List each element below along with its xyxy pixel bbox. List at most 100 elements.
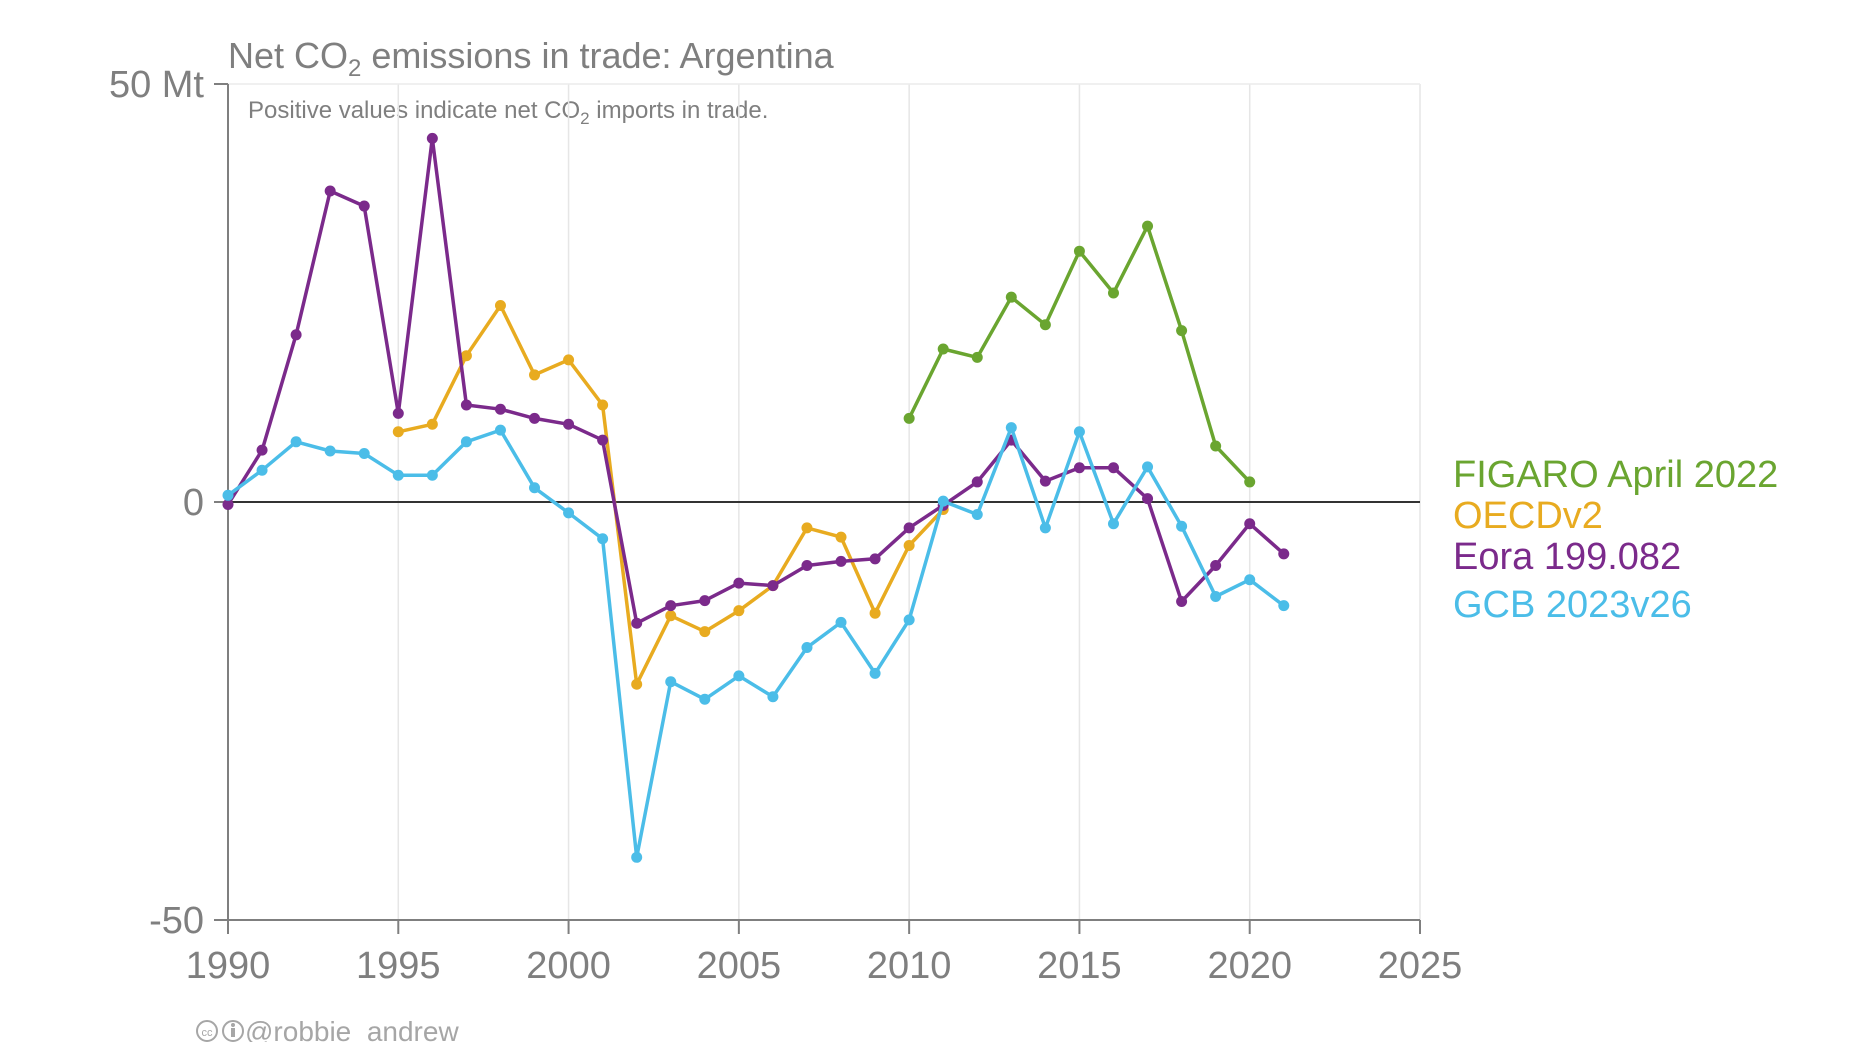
data-point <box>665 676 677 688</box>
data-point <box>426 132 438 144</box>
data-point <box>392 426 404 438</box>
attribution-icon <box>222 1020 244 1042</box>
data-point <box>767 580 779 592</box>
x-tick-label: 1995 <box>356 945 441 987</box>
chart-subtitle-main: Positive values indicate net CO <box>248 97 580 124</box>
chart-title-subscript: 2 <box>348 55 361 82</box>
data-point <box>494 403 506 415</box>
chart-title: Net CO2 emissions in trade: Argentina <box>228 35 835 82</box>
data-point <box>801 522 813 534</box>
svg-text:cc: cc <box>202 1027 214 1039</box>
data-point <box>699 595 711 607</box>
data-point <box>631 678 643 690</box>
data-point <box>1073 462 1085 474</box>
x-tick-label: 2005 <box>697 945 782 987</box>
series-3 <box>222 422 1290 863</box>
data-point <box>1176 595 1188 607</box>
data-point <box>903 614 915 626</box>
series-0 <box>903 220 1256 488</box>
x-tick-label: 1990 <box>186 945 271 987</box>
chart-subtitle-subscript: 2 <box>580 109 589 128</box>
data-point <box>460 436 472 448</box>
series-lines <box>222 132 1290 863</box>
data-point <box>1005 291 1017 303</box>
data-point <box>869 667 881 679</box>
data-point <box>256 464 268 476</box>
data-point <box>937 495 949 507</box>
data-point <box>494 424 506 436</box>
chart-subtitle: Positive values indicate net CO2 imports… <box>248 97 768 128</box>
data-point <box>733 605 745 617</box>
series-line <box>397 303 945 686</box>
data-point <box>1005 422 1017 434</box>
data-point <box>631 851 643 863</box>
data-point <box>324 445 336 457</box>
data-point <box>222 489 234 501</box>
data-point <box>699 693 711 705</box>
chart-subtitle-rest: imports in trade. <box>590 97 769 124</box>
data-point <box>597 533 609 545</box>
data-point <box>903 522 915 534</box>
x-tick-label: 2010 <box>867 945 952 987</box>
data-point <box>563 507 575 519</box>
data-point <box>1142 493 1154 505</box>
data-point <box>1039 319 1051 331</box>
data-point <box>1073 426 1085 438</box>
data-point <box>358 200 370 212</box>
data-point <box>903 539 915 551</box>
data-point <box>1176 520 1188 532</box>
data-point <box>426 469 438 481</box>
credit-text: @robbie_andrew <box>245 1016 459 1042</box>
data-point <box>971 509 983 521</box>
data-point <box>290 329 302 341</box>
data-point <box>869 607 881 619</box>
legend-entry: GCB 2023v26 <box>1453 584 1692 626</box>
x-tick-label: 2025 <box>1378 945 1463 987</box>
data-point <box>222 499 234 511</box>
data-point <box>971 351 983 363</box>
data-point <box>1107 518 1119 530</box>
data-point <box>324 185 336 197</box>
data-point <box>392 407 404 419</box>
data-point <box>835 555 847 567</box>
data-point <box>1142 220 1154 232</box>
data-point <box>1142 461 1154 473</box>
data-point <box>290 436 302 448</box>
data-point <box>733 670 745 682</box>
data-point <box>835 531 847 543</box>
data-point <box>1039 475 1051 487</box>
data-point <box>1073 245 1085 257</box>
data-point <box>460 399 472 411</box>
chart-title-rest: emissions in trade: Argentina <box>361 35 834 76</box>
data-point <box>529 412 541 424</box>
x-tick-label: 2020 <box>1207 945 1292 987</box>
series-line <box>226 425 1285 860</box>
legend-entry: Eora 199.082 <box>1453 536 1681 578</box>
data-point <box>1278 548 1290 560</box>
data-point <box>869 553 881 565</box>
data-point <box>1278 600 1290 612</box>
data-point <box>699 626 711 638</box>
legend-entry: FIGARO April 2022 <box>1453 454 1778 496</box>
data-point <box>1039 522 1051 534</box>
y-tick-label: 0 <box>183 482 204 524</box>
x-tick-label: 2000 <box>526 945 611 987</box>
data-point <box>1210 440 1222 452</box>
creative-commons-icon: cc <box>196 1020 218 1042</box>
data-point <box>494 300 506 312</box>
series-line <box>226 136 1285 625</box>
chart-title-main: Net CO <box>228 35 348 76</box>
data-point <box>1210 560 1222 572</box>
data-point <box>1107 287 1119 299</box>
data-point <box>801 560 813 572</box>
data-point <box>529 482 541 494</box>
y-tick-label: -50 <box>149 900 204 942</box>
data-point <box>1176 325 1188 337</box>
data-point <box>358 448 370 460</box>
data-point <box>392 469 404 481</box>
data-point <box>767 691 779 703</box>
data-point <box>1244 476 1256 488</box>
data-point <box>597 434 609 446</box>
